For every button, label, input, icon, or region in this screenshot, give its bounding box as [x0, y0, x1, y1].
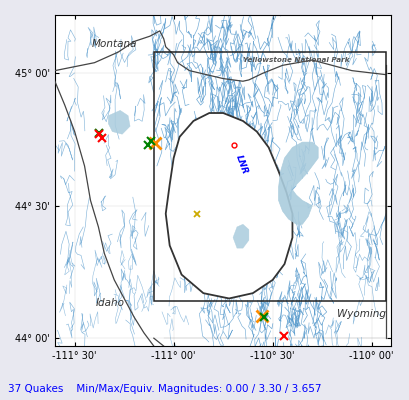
Polygon shape — [108, 110, 130, 134]
Polygon shape — [278, 142, 317, 224]
Polygon shape — [232, 224, 248, 248]
Polygon shape — [165, 113, 292, 298]
Text: Idaho: Idaho — [96, 298, 124, 308]
Text: 37 Quakes    Min/Max/Equiv. Magnitudes: 0.00 / 3.30 / 3.657: 37 Quakes Min/Max/Equiv. Magnitudes: 0.0… — [8, 384, 321, 394]
Text: Wyoming: Wyoming — [337, 309, 385, 319]
Bar — [153, 52, 384, 301]
Text: Montana: Montana — [91, 39, 137, 49]
Text: Yellowstone National Park: Yellowstone National Park — [243, 57, 349, 63]
Text: LNR: LNR — [234, 154, 249, 176]
